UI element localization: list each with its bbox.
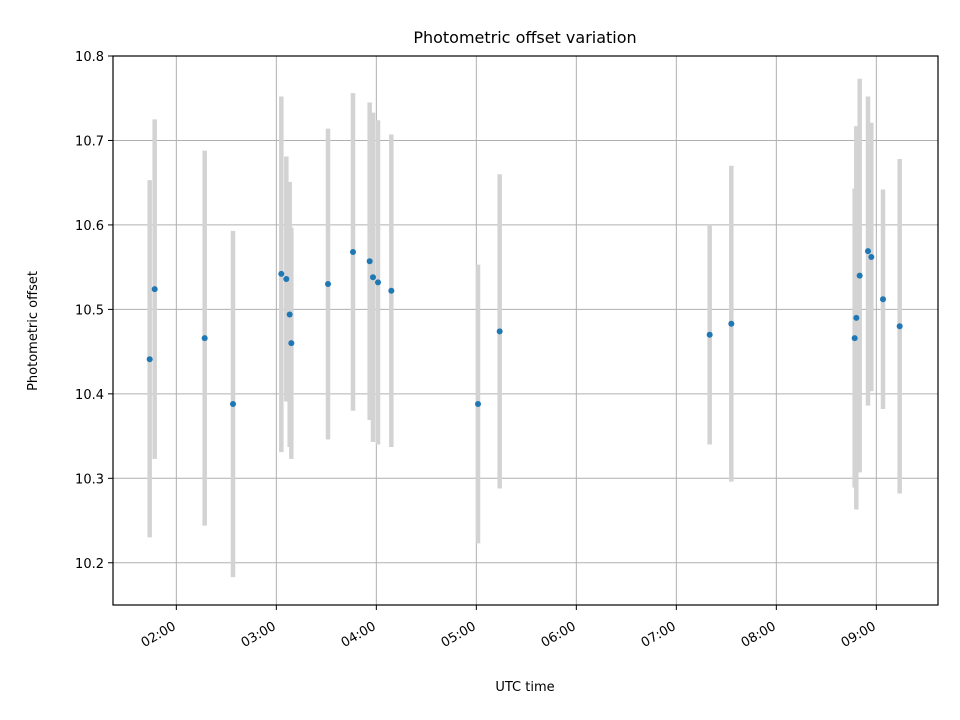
data-point — [896, 323, 903, 330]
data-point — [201, 335, 208, 342]
data-point — [728, 320, 735, 327]
data-point — [350, 248, 356, 255]
data-point — [851, 335, 858, 342]
data-point — [146, 356, 153, 363]
data-point — [856, 272, 863, 279]
data-point — [375, 279, 381, 286]
y-tick-label: 10.2 — [75, 557, 104, 572]
data-point — [288, 340, 295, 347]
y-tick-label: 10.6 — [75, 219, 104, 234]
plot-frame — [112, 55, 939, 606]
y-axis-ticks: 10.2 10.3 10.4 10.5 10.6 10.7 10.8 — [75, 50, 113, 572]
data-points — [146, 248, 903, 407]
y-tick-label: 10.4 — [75, 388, 104, 403]
data-point — [278, 270, 285, 277]
data-point — [286, 311, 293, 318]
data-point — [283, 275, 290, 282]
x-axis-label: UTC time — [495, 680, 554, 695]
data-point — [151, 286, 158, 293]
data-point — [230, 400, 236, 407]
data-point — [496, 328, 503, 335]
data-point — [853, 314, 860, 321]
y-tick-label: 10.7 — [75, 134, 104, 149]
data-point — [325, 281, 331, 288]
y-tick-label: 10.5 — [75, 303, 104, 318]
chart-title: Photometric offset variation — [413, 28, 636, 47]
data-point — [706, 331, 713, 338]
data-point — [880, 296, 886, 303]
data-point — [370, 274, 376, 281]
data-point — [366, 258, 373, 265]
y-axis-label: Photometric offset — [26, 271, 41, 391]
y-tick-label: 10.3 — [75, 472, 104, 487]
y-tick-label: 10.8 — [75, 50, 104, 65]
data-point — [388, 287, 395, 294]
data-point — [865, 248, 871, 255]
data-point — [868, 254, 875, 261]
data-point — [475, 400, 481, 407]
